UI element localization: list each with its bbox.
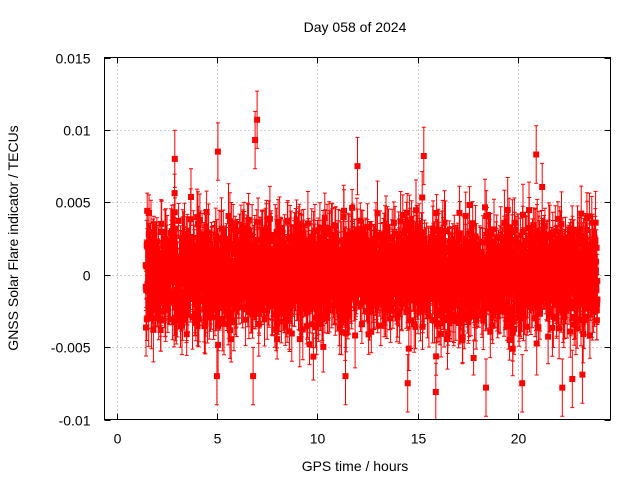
plot-frame (104, 57, 611, 420)
y-tick-labels: -0.01 -0.005 0 0.005 0.01 0.015 (51, 51, 91, 429)
y-axis-title: GNSS Solar Flare indicator / TECUs (5, 125, 21, 350)
axis-ticks (104, 57, 611, 421)
x-axis-title: GPS time / hours (302, 458, 409, 474)
y-tick-label: 0.01 (63, 123, 90, 139)
y-tick-label: 0.015 (55, 51, 90, 67)
y-tick-label: 0.005 (55, 195, 90, 211)
x-tick-label: 15 (411, 431, 427, 447)
x-tick-label: 5 (214, 431, 222, 447)
data-point-markers (142, 116, 601, 396)
x-tick-labels: 0 5 10 15 20 (114, 431, 527, 447)
y-tick-label: 0 (83, 268, 91, 284)
data-series (142, 90, 601, 420)
x-tick-label: 0 (114, 431, 122, 447)
chart-title: Day 058 of 2024 (304, 19, 407, 35)
y-tick-label: -0.01 (59, 413, 91, 429)
y-tick-label: -0.005 (51, 340, 91, 356)
x-tick-label: 20 (511, 431, 527, 447)
x-tick-label: 10 (310, 431, 326, 447)
